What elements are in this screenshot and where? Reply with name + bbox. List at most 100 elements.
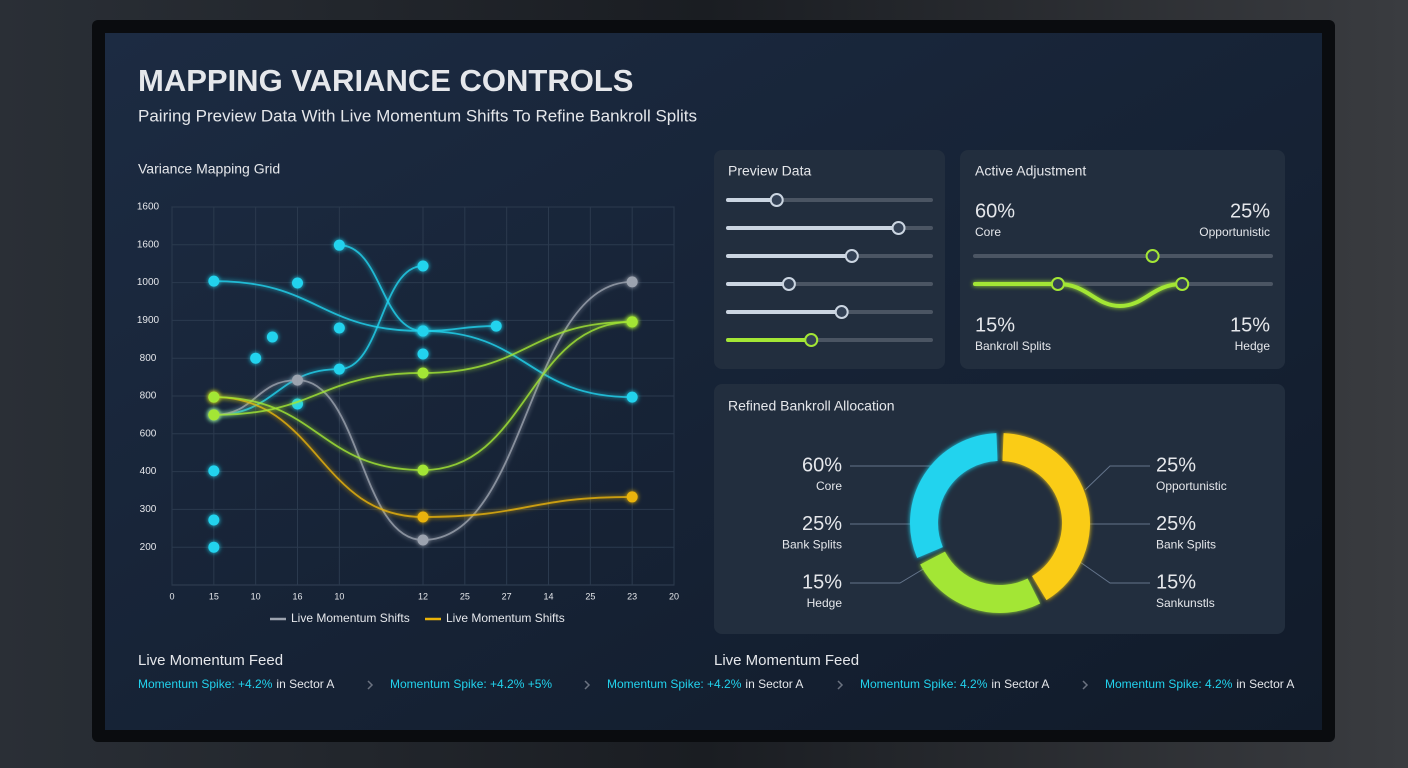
allocation-label: Bank Splits	[782, 538, 842, 552]
active-panel	[960, 150, 1285, 369]
data-point	[208, 514, 220, 526]
feed-highlight: Momentum Spike: 4.2%	[1105, 677, 1233, 691]
allocation-value: 15%	[802, 571, 842, 593]
data-point	[626, 276, 638, 288]
feed-highlight: Momentum Spike: 4.2%	[860, 677, 988, 691]
slider-knob	[844, 249, 859, 263]
feed-item: Momentum Spike: 4.2% in Sector A	[1105, 677, 1294, 691]
feed-item: Momentum Spike: 4.2% in Sector A	[860, 677, 1049, 691]
feed-highlight: Momentum Spike: +4.2%	[138, 677, 273, 691]
x-tick-label: 10	[251, 591, 261, 601]
stat-value: 15%	[975, 314, 1015, 336]
y-tick-label: 1600	[137, 202, 160, 213]
y-tick-label: 1600	[137, 239, 160, 250]
slider-knob	[781, 277, 796, 291]
x-tick-label: 14	[543, 591, 553, 601]
feed-text: in Sector A	[745, 677, 803, 691]
data-point	[417, 260, 429, 272]
stat-value: 25%	[1230, 200, 1270, 222]
chart-title: Variance Mapping Grid	[138, 161, 280, 177]
feed-separators	[367, 680, 1089, 690]
stat-label: Opportunistic	[1199, 225, 1270, 239]
feed-item: Momentum Spike: +4.2% in Sector A	[607, 677, 803, 691]
series-line	[213, 280, 633, 541]
data-point	[626, 316, 638, 328]
x-tick-label: 0	[169, 591, 174, 601]
allocation-value: 60%	[802, 454, 842, 476]
feed-highlight: Momentum Spike: +4.2% +5%	[390, 677, 552, 691]
data-point	[417, 348, 429, 360]
data-point	[417, 511, 429, 523]
feed-text: in Sector A	[1236, 677, 1294, 691]
slider-knob	[891, 221, 906, 235]
slider-knob	[1145, 249, 1160, 263]
data-point	[417, 464, 429, 476]
feed-item: Momentum Spike: +4.2% +5%	[390, 677, 552, 691]
allocation-value: 25%	[1156, 454, 1196, 476]
slider-knob	[1050, 277, 1065, 291]
donut-segment	[920, 551, 1041, 613]
data-point	[626, 491, 638, 503]
data-point	[292, 277, 303, 289]
x-tick-label: 15	[209, 591, 219, 601]
panel-title: Preview Data	[728, 163, 811, 179]
y-tick-label: 800	[140, 391, 157, 402]
legend-label: Live Momentum Shifts	[291, 611, 410, 625]
feed-item: Momentum Spike: +4.2% in Sector A	[138, 677, 334, 691]
allocation-label: Sankunstls	[1156, 596, 1215, 610]
x-tick-label: 25	[460, 591, 470, 601]
y-tick-label: 800	[140, 353, 157, 364]
data-point	[208, 275, 220, 287]
data-point	[333, 322, 345, 334]
series-line	[213, 396, 633, 518]
legend-label: Live Momentum Shifts	[446, 611, 565, 625]
data-point	[417, 367, 429, 379]
wave-fill	[973, 282, 1185, 309]
stat-value: 15%	[1230, 314, 1270, 336]
x-tick-label: 23	[627, 591, 637, 601]
data-point	[208, 465, 220, 477]
y-tick-label: 400	[140, 466, 157, 477]
feed-highlight: Momentum Spike: +4.2%	[607, 677, 742, 691]
feed-text: in Sector A	[991, 677, 1049, 691]
allocation-label: Opportunistic	[1156, 479, 1227, 493]
y-tick-label: 200	[140, 542, 157, 553]
data-point	[292, 374, 303, 386]
stat-label: Core	[975, 225, 1001, 239]
allocation-label: Core	[816, 479, 842, 493]
y-tick-label: 300	[140, 504, 157, 515]
data-point	[490, 320, 502, 332]
data-point	[333, 363, 345, 375]
title: MAPPING VARIANCE CONTROLS	[138, 63, 633, 98]
data-point	[208, 391, 220, 403]
panel-title: Active Adjustment	[975, 163, 1086, 179]
series-line	[339, 244, 497, 332]
allocation-label: Bank Splits	[1156, 538, 1216, 552]
slider-knob	[834, 305, 849, 319]
subtitle: Pairing Preview Data With Live Momentum …	[138, 106, 697, 125]
leader-lines	[850, 465, 1150, 584]
data-point	[250, 352, 262, 364]
feed-heading: Live Momentum Feed	[714, 652, 859, 669]
data-point	[417, 534, 429, 546]
panel-title: Refined Bankroll Allocation	[728, 398, 895, 414]
x-tick-label: 16	[292, 591, 302, 601]
y-tick-label: 1000	[137, 277, 160, 288]
data-point	[266, 331, 278, 343]
data-point	[208, 541, 220, 553]
stat-label: Bankroll Splits	[975, 339, 1051, 353]
x-tick-label: 10	[334, 591, 344, 601]
donut-segment	[1001, 433, 1090, 601]
stat-value: 60%	[975, 200, 1015, 222]
data-point	[626, 391, 638, 403]
data-point	[417, 325, 429, 337]
x-tick-label: 12	[418, 591, 428, 601]
x-tick-label: 27	[502, 591, 512, 601]
preview-panel	[714, 150, 945, 369]
allocation-value: 15%	[1156, 571, 1196, 593]
slider-knob	[1175, 277, 1190, 291]
data-point	[333, 239, 345, 251]
slider-knob	[769, 193, 784, 207]
